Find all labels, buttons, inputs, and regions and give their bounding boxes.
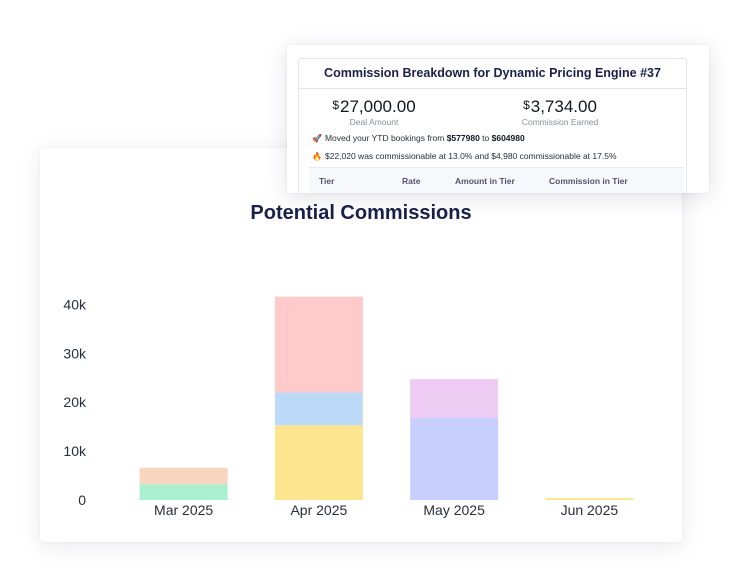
deal-amount-value: 27,000.00	[340, 97, 416, 116]
amounts-row: $27,000.00 Deal Amount $3,734.00 Commiss…	[299, 89, 686, 128]
bar-segment[interactable]	[410, 417, 499, 500]
tier-table-header: Tier Rate Amount in Tier Commission in T…	[309, 167, 684, 193]
commission-earned-value: 3,734.00	[530, 97, 597, 116]
x-tick-label: Jun 2025	[561, 502, 619, 518]
potential-commissions-card: Potential Commissions 0 10k 20k 30k 40k Mar 2…	[40, 148, 682, 542]
chart-title: Potential Commissions	[250, 202, 472, 224]
commission-earned-currency: $	[523, 98, 530, 112]
deal-amount: $27,000.00 Deal Amount	[299, 96, 449, 128]
potential-commissions-chart: 0 10k 20k 30k 40k Mar 2025 Apr 2025 May 2025 Jun…	[63, 296, 634, 518]
deal-amount-label: Deal Amount	[349, 117, 399, 127]
column-header-amount-in-tier: Amount in Tier	[455, 176, 515, 186]
bar-segment[interactable]	[139, 467, 228, 485]
ytd-to-value: $604980	[491, 133, 525, 143]
x-tick-label: Mar 2025	[154, 502, 213, 518]
tier-summary-line: 🔥 $22,020 was commissionable at 13.0% and…	[312, 151, 617, 161]
bar-segment[interactable]	[545, 498, 634, 500]
bar-segment[interactable]	[274, 392, 363, 426]
bar-segment[interactable]	[139, 484, 228, 500]
commission-breakdown-card: Commission Breakdown for Dynamic Pricing…	[298, 58, 687, 193]
y-tick-label: 20k	[63, 394, 87, 410]
rocket-icon: 🚀	[312, 134, 322, 143]
commission-earned: $3,734.00 Commission Earned	[485, 96, 635, 128]
ytd-bookings-line: 🚀 Moved your YTD bookings from $577980 to…	[312, 133, 525, 143]
y-tick-label: 30k	[63, 345, 87, 361]
deal-amount-currency: $	[332, 98, 340, 112]
y-tick-label: 40k	[63, 296, 87, 312]
ytd-from-value: $577980	[446, 133, 480, 143]
x-tick-label: Apr 2025	[290, 502, 347, 518]
bar-segment[interactable]	[274, 425, 363, 500]
fire-icon: 🔥	[312, 152, 322, 161]
y-tick-label: 10k	[63, 443, 87, 459]
commission-breakdown-panel: Commission Breakdown for Dynamic Pricing…	[287, 45, 709, 193]
bar-segment[interactable]	[274, 296, 363, 393]
column-header-rate: Rate	[402, 176, 421, 186]
column-header-commission-in-tier: Commission in Tier	[549, 176, 628, 186]
x-tick-label: May 2025	[423, 502, 485, 518]
y-tick-label: 0	[78, 492, 86, 508]
commission-earned-label: Commission Earned	[521, 117, 599, 127]
bar-segment[interactable]	[410, 379, 499, 418]
panel-title: Commission Breakdown for Dynamic Pricing…	[299, 59, 686, 89]
column-header-tier: Tier	[319, 176, 335, 186]
